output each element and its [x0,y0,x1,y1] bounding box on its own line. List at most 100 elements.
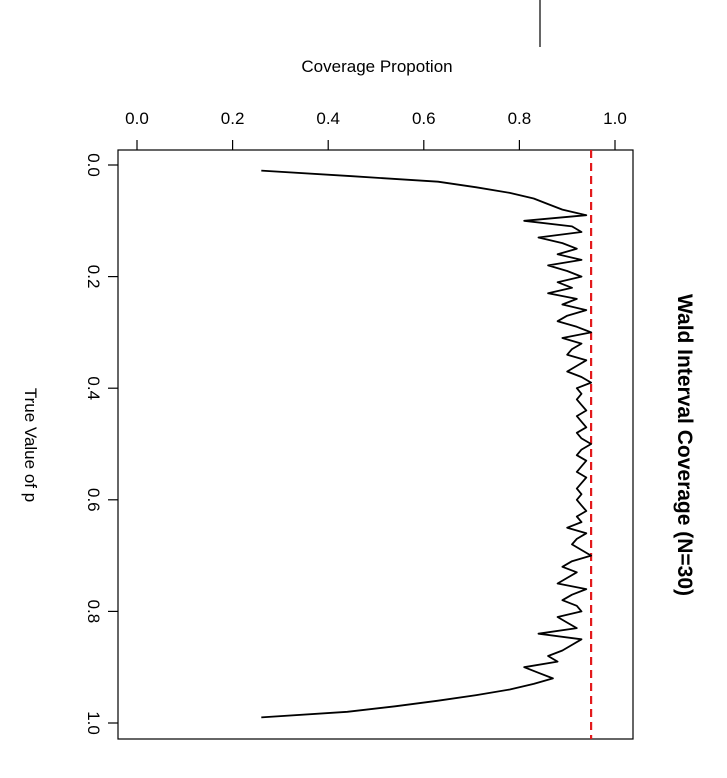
data-point [576,471,578,473]
data-point [585,426,587,428]
data-point [576,365,578,367]
y-tick-label: 0.4 [316,109,340,128]
data-point [590,443,592,445]
p-axis-ticks: 0.0 0.2 0.4 0.6 0.8 1.0 [84,153,118,735]
x-tick-label: 0.0 [84,153,103,177]
data-point [580,482,582,484]
data-point [576,387,578,389]
data-point [590,381,592,383]
data-point [576,454,578,456]
data-point [561,303,563,305]
data-point [580,638,582,640]
data-point [580,521,582,523]
data-point [580,342,582,344]
data-point [260,169,262,171]
data-point [475,186,477,188]
data-point [561,337,563,339]
data-point [576,605,578,607]
data-point [566,270,568,272]
data-point [571,287,573,289]
data-point [437,700,439,702]
y-axis-title: Coverage Propotion [301,57,452,76]
data-point [351,175,353,177]
data-point [576,432,578,434]
data-point [580,610,582,612]
y-tick-label: 0.6 [412,109,436,128]
data-point [590,554,592,556]
data-point [576,487,578,489]
data-point [576,538,578,540]
data-point [556,582,558,584]
data-point [547,655,549,657]
data-point [556,320,558,322]
data-point [556,253,558,255]
data-point [576,499,578,501]
data-point [566,315,568,317]
series-points [260,169,592,718]
data-point [580,404,582,406]
data-point [571,543,573,545]
x-tick-label: 0.6 [84,488,103,512]
data-point [585,309,587,311]
data-point [580,376,582,378]
data-point [561,566,563,568]
y-tick-label: 0.0 [125,109,149,128]
data-point [523,220,525,222]
data-point [566,370,568,372]
data-point [576,326,578,328]
x-tick-label: 0.2 [84,265,103,289]
data-point [580,393,582,395]
data-point [547,264,549,266]
data-point [566,577,568,579]
data-point [571,644,573,646]
data-point [537,672,539,674]
data-point [547,292,549,294]
data-point [561,242,563,244]
data-point [580,231,582,233]
data-point [394,705,396,707]
data-point [346,711,348,713]
data-point [561,208,563,210]
data-point [571,225,573,227]
data-point [571,594,573,596]
data-point [537,236,539,238]
data-point [580,259,582,261]
data-point [585,532,587,534]
data-point [437,181,439,183]
data-point [509,192,511,194]
data-point [576,515,578,517]
value-axis-ticks: 0.0 0.2 0.4 0.6 0.8 1.0 [125,109,627,150]
x-tick-label: 1.0 [84,711,103,735]
series-line-coverage [261,169,592,719]
data-point [585,409,587,411]
data-point [556,281,558,283]
data-point [533,197,535,199]
chart-title: Wald Interval Coverage (N=30) [673,294,696,596]
data-point [580,421,582,423]
data-point [580,493,582,495]
data-point [585,214,587,216]
data-point [556,660,558,662]
data-point [561,649,563,651]
data-point [580,437,582,439]
data-point [552,677,554,679]
data-point [585,588,587,590]
data-point [576,398,578,400]
data-point [566,354,568,356]
data-point [576,627,578,629]
data-point [580,448,582,450]
plot-frame [117,149,634,740]
data-point [585,359,587,361]
data-point [576,571,578,573]
x-tick-label: 0.4 [84,376,103,400]
data-point [585,460,587,462]
data-point [571,348,573,350]
data-point [576,248,578,250]
data-point [580,275,582,277]
data-point [475,694,477,696]
data-point [580,504,582,506]
data-point [585,476,587,478]
y-tick-label: 0.2 [221,109,245,128]
data-point [523,666,525,668]
